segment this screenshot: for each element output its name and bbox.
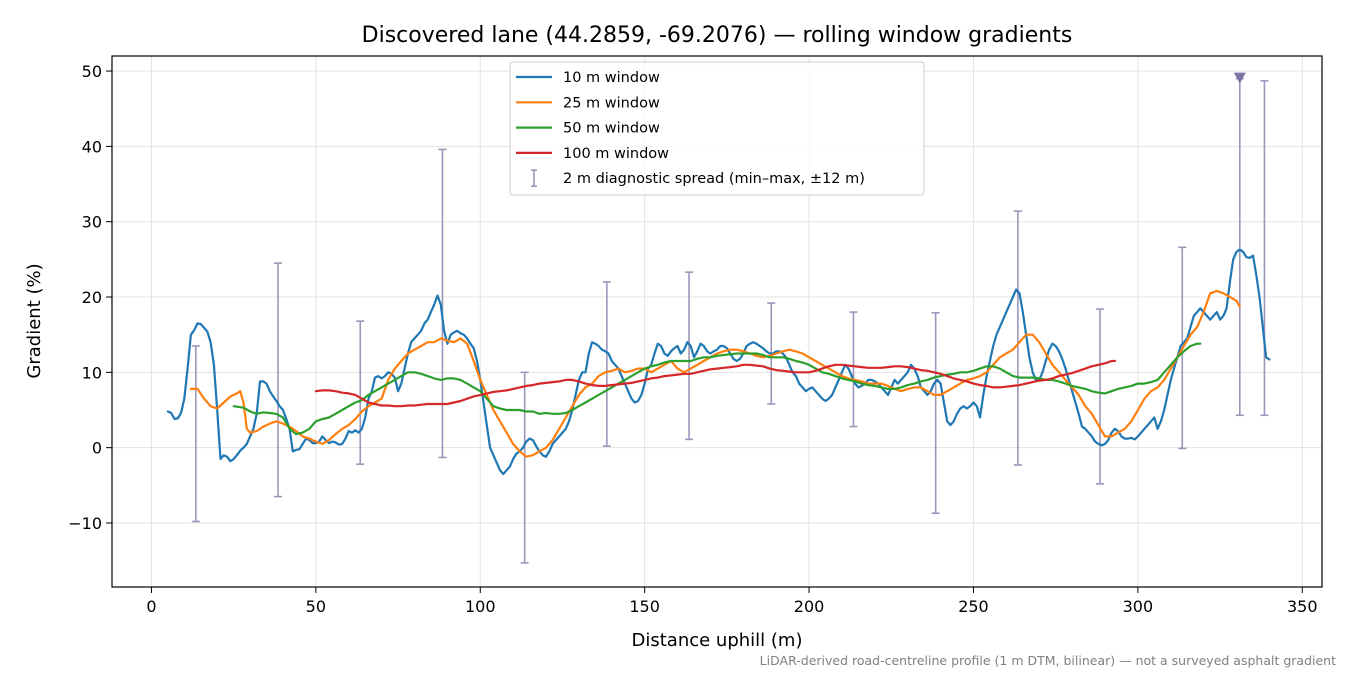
legend-entry: 2 m diagnostic spread (min–max, ±12 m): [531, 169, 865, 187]
x-tick-label: 250: [958, 597, 989, 616]
y-tick-label: 0: [92, 439, 102, 458]
spread-bar: [191, 345, 200, 523]
legend-entry: 10 m window: [516, 70, 660, 86]
spread-bar: [1013, 210, 1022, 466]
legend-entry: 100 m window: [516, 146, 669, 162]
chart-title: Discovered lane (44.2859, -69.2076) — ro…: [362, 23, 1073, 48]
y-tick-label: 20: [82, 288, 102, 307]
legend-label: 25 m window: [563, 95, 660, 111]
legend-entry: 25 m window: [516, 95, 660, 111]
spread-bar: [849, 311, 858, 428]
legend-label: 100 m window: [563, 146, 669, 162]
spread-bar: [602, 281, 611, 447]
spread-bar: [274, 262, 283, 498]
spread-bar: [1260, 80, 1269, 417]
y-tick-label: −10: [68, 514, 102, 533]
spread-bar: [685, 271, 694, 441]
plot-frame: [111, 55, 1323, 588]
y-tick-label: 50: [82, 62, 102, 81]
x-axis-ticks: 0 50 100 150 200 250 300 350: [146, 587, 1318, 616]
x-axis-label: Distance uphill (m): [632, 630, 803, 651]
y-tick-label: 40: [82, 137, 102, 156]
y-axis-ticks: −10 0 10 20 30 40 50: [68, 62, 112, 533]
spread-bar: [931, 312, 940, 514]
legend-box: [509, 61, 925, 196]
clipped-marker: [1233, 72, 1246, 84]
footnote: LiDAR-derived road-centreline profile (1…: [760, 653, 1336, 668]
legend: 10 m window 25 m window 50 m window 100 m w…: [509, 61, 925, 196]
legend-label: 2 m diagnostic spread (min–max, ±12 m): [563, 171, 865, 187]
y-axis-label: Gradient (%): [24, 263, 45, 378]
series-line: [166, 248, 1271, 476]
spread-bar: [520, 371, 529, 564]
x-tick-label: 350: [1287, 597, 1318, 616]
diagnostic-spread-bars: [191, 77, 1269, 564]
legend-label: 10 m window: [563, 70, 660, 86]
x-tick-label: 0: [146, 597, 156, 616]
y-tick-label: 10: [82, 363, 102, 382]
y-tick-label: 30: [82, 213, 102, 232]
clipped-value-marker: [1233, 72, 1246, 84]
x-tick-label: 200: [794, 597, 825, 616]
x-tick-label: 50: [306, 597, 326, 616]
spread-bar: [438, 148, 447, 459]
spread-bar: [1096, 308, 1105, 485]
legend-entry: 50 m window: [516, 121, 660, 137]
series-lines: [166, 248, 1271, 476]
x-tick-label: 100: [465, 597, 496, 616]
legend-label: 50 m window: [563, 121, 660, 137]
series-line: [314, 359, 1116, 408]
x-tick-label: 300: [1123, 597, 1154, 616]
x-tick-label: 150: [629, 597, 660, 616]
spread-bar: [356, 320, 365, 466]
